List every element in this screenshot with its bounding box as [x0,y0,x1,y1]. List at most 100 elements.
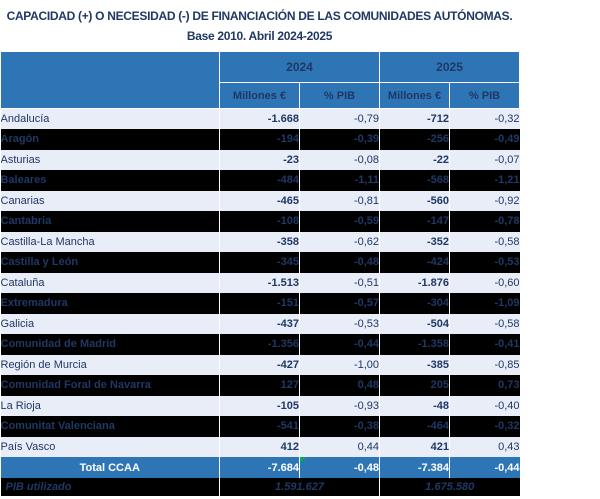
pib-pct-2024-cell: -1,11 [298,170,380,191]
pib-pct-2024-cell: -0,38 [298,416,380,437]
table-row: Comunitat Valenciana -541 -0,38 -464 -0,… [0,416,520,437]
pib-pct-2024-cell: -0,44 [298,334,380,355]
millones-2024-cell: -23 [219,149,300,170]
pib-pct-2024-cell: -0,53 [298,313,380,334]
pib-pct-2024-cell: -1,00 [298,354,380,375]
pib-pct-2025-cell: -0,41 [449,334,520,355]
pib-pct-2025-cell: -0,58 [449,313,520,334]
table-title-line1: CAPACIDAD (+) O NECESIDAD (-) DE FINANCI… [6,9,513,23]
millones-2025-cell: -147 [379,211,450,232]
millones-2025-cell: -22 [379,149,450,170]
pib-pct-2025-cell: -0,40 [449,395,520,416]
millones-2024-cell: -437 [219,313,300,334]
pib-pct-2025-cell: -0,78 [449,211,520,232]
table-row: Baleares -484 -1,11 -568 -1,21 [0,170,520,191]
corner-header-cell [0,51,220,109]
region-name-cell: Región de Murcia [0,354,220,375]
millones-2025-cell: -424 [379,252,450,273]
pib-pct-2024-cell: -0,57 [298,293,380,314]
millones-2025-cell: 205 [379,375,450,396]
green-corner-marker-icon [300,457,306,463]
table-title-line2: Base 2010. Abril 2024-2025 [186,29,333,43]
millones-2025-cell: -1.358 [379,334,450,355]
sub-header-row: Millones € % PIB Millones € % PIB [1,82,521,109]
table-row: Extremadura -151 -0,57 -304 -1,09 [0,293,520,314]
pib-pct-2025-cell: -0,32 [449,108,520,129]
pib-pct-2024-cell: -0,48 [298,252,380,273]
pib-pct-2025-cell: -0,85 [449,354,520,375]
year-header-2025: 2025 [379,51,521,83]
millones-2024-cell: -194 [219,129,300,150]
table-row: Cantabria -108 -0,59 -147 -0,78 [0,211,520,232]
table-row: Asturias -23 -0,08 -22 -0,07 [0,149,520,170]
pib-pct-2025-cell: -1,09 [449,293,520,314]
millones-2024-cell: -1.513 [219,272,300,293]
table-row: Aragón -194 -0,39 -256 -0,49 [0,129,520,150]
pib-pct-2025-cell: -0,53 [449,252,520,273]
millones-2024-cell: -105 [219,395,300,416]
millones-2025-cell: 421 [379,436,450,457]
pib-utilizado-row: PIB utilizado 1.591.627 1.675.580 [0,478,520,496]
millones-2025-cell: -48 [379,395,450,416]
millones-2025-cell: -560 [379,190,450,211]
table-row: Galicia -437 -0,53 -504 -0,58 [0,313,520,334]
year-header-2024: 2024 [218,51,381,83]
region-name-cell: Andalucía [0,108,220,129]
millones-2025-cell: -304 [379,293,450,314]
region-name-cell: Extremadura [0,293,220,314]
report-content: CAPACIDAD (+) O NECESIDAD (-) DE FINANCI… [0,9,521,496]
millones-2024-cell: -345 [219,252,300,273]
pib-pct-2025-cell: -0,92 [449,190,520,211]
pib-pct-2025-cell: -0,49 [449,129,520,150]
table-row: Región de Murcia -427 -1,00 -385 -0,85 [0,354,520,375]
region-name-cell: Aragón [0,129,220,150]
millones-2025-cell: -385 [379,354,450,375]
total-pib-pct-2024-cell: -0,48 [298,457,380,478]
table-row: Cataluña -1.513 -0,51 -1.876 -0,60 [0,272,520,293]
total-pib-pct-2025-cell: -0,44 [449,457,520,478]
region-name-cell: Comunitat Valenciana [0,416,220,437]
pib-2025-value-cell: 1.675.580 [379,478,520,496]
region-name-cell: La Rioja [0,395,220,416]
pib-pct-2024-cell: -0,62 [298,231,380,252]
pib-pct-2025-cell: -0,32 [449,416,520,437]
region-name-cell: Comunidad de Madrid [0,334,220,355]
pib-pct-2024-cell: -0,39 [298,129,380,150]
table-row: Castilla-La Mancha -358 -0,62 -352 -0,58 [0,231,520,252]
millones-2024-cell: -1.356 [219,334,300,355]
pib-pct-2024-cell: -0,93 [298,395,380,416]
millones-2024-cell: -465 [219,190,300,211]
total-label-cell: Total CCAA [0,457,220,478]
pib-pct-2024-cell: -0,79 [298,108,380,129]
millones-2024-cell: -358 [219,231,300,252]
table-row: Canarias -465 -0,81 -560 -0,92 [0,190,520,211]
pib-pct-2025-cell: -0,60 [449,272,520,293]
region-name-cell: Asturias [0,149,220,170]
millones-2024-cell: -541 [219,416,300,437]
region-name-cell: Baleares [0,170,220,191]
financing-table: 2024 2025 Millones € % PIB Millones € % … [0,51,521,496]
pib-pct-2024-cell: -0,08 [298,149,380,170]
pib-label-cell: PIB utilizado [0,478,220,496]
region-name-cell: Canarias [0,190,220,211]
pib-pct-2025-cell: 0,43 [449,436,520,457]
region-name-cell: Cataluña [0,272,220,293]
millones-2024-cell: 127 [219,375,300,396]
region-name-cell: Cantabria [0,211,220,232]
region-name-cell: Castilla y León [0,252,220,273]
subheader-pib-2024: % PIB [298,82,381,109]
pib-pct-2024-cell: 0,48 [298,375,380,396]
pib-pct-2025-cell: -0,58 [449,231,520,252]
pib-pct-2025-cell: -0,07 [449,149,520,170]
subheader-millones-2025: Millones € [379,82,451,109]
millones-2024-cell: 412 [219,436,300,457]
pib-pct-2025-cell: 0,73 [449,375,520,396]
year-header-row: 2024 2025 [0,51,521,109]
pib-2024-value-cell: 1.591.627 [218,478,380,496]
millones-2025-cell: -568 [379,170,450,191]
table-row: Comunidad Foral de Navarra 127 0,48 205 … [0,375,520,396]
region-name-cell: Castilla-La Mancha [0,231,220,252]
pib-pct-2024-cell: -0,59 [298,211,380,232]
millones-2024-cell: -427 [219,354,300,375]
table-row: La Rioja -105 -0,93 -48 -0,40 [0,395,520,416]
